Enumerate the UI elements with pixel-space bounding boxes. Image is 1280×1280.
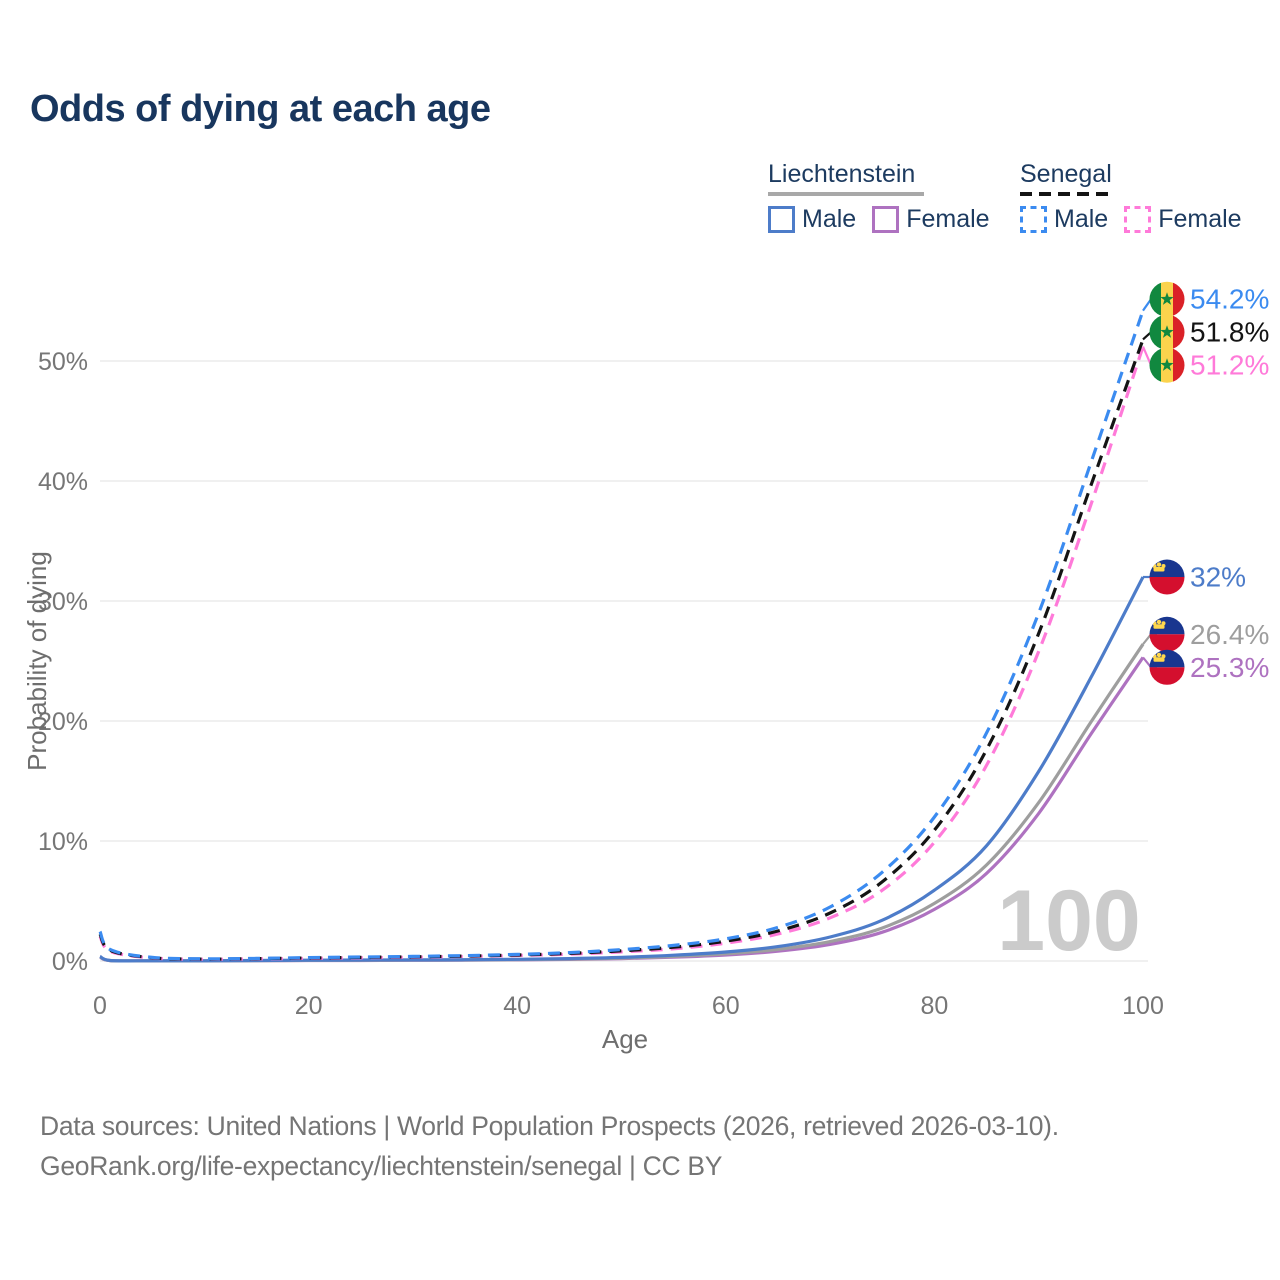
legend-group-senegal: Senegal Male Female — [1020, 160, 1258, 234]
y-tick-label: 10% — [38, 828, 88, 856]
x-tick-label: 100 — [1122, 992, 1164, 1020]
end-value-label-senegal-all: 51.8% — [1190, 317, 1269, 348]
senegal-flag-icon — [1149, 314, 1185, 350]
senegal-line-sample — [1020, 192, 1112, 196]
liechtenstein-flag-icon — [1149, 559, 1185, 595]
legend-swatch-liechtenstein-female[interactable] — [872, 206, 900, 233]
legend-swatch-senegal-male[interactable] — [1020, 206, 1047, 233]
legend: Liechtenstein Male Female Senegal Male F… — [768, 160, 1268, 240]
end-value-label-liechtenstein-all: 26.4% — [1190, 619, 1269, 650]
y-tick-label: 0% — [52, 948, 88, 976]
y-tick-label: 40% — [38, 468, 88, 496]
series-line-liechtenstein-all[interactable] — [99, 643, 1145, 963]
x-tick-label: 0 — [93, 992, 107, 1020]
y-axis-title: Probability of dying — [22, 551, 52, 771]
legend-label-liechtenstein-female[interactable]: Female — [906, 205, 990, 233]
x-tick-label: 60 — [712, 992, 740, 1020]
legend-label-senegal-male[interactable]: Male — [1054, 205, 1109, 233]
series-line-senegal-female[interactable] — [98, 346, 1145, 961]
x-tick-label: 20 — [295, 992, 323, 1020]
legend-swatch-liechtenstein-male[interactable] — [768, 206, 795, 233]
series-line-senegal-male[interactable] — [98, 310, 1145, 961]
series-line-liechtenstein-female[interactable] — [99, 656, 1145, 963]
end-value-label-liechtenstein-male: 32% — [1190, 562, 1246, 593]
attribution-line: GeoRank.org/life-expectancy/liechtenstei… — [40, 1151, 723, 1181]
liechtenstein-flag-icon — [1149, 649, 1185, 685]
x-axis-title: Age — [602, 1024, 648, 1054]
legend-label-liechtenstein-male[interactable]: Male — [802, 205, 857, 233]
x-tick-label: 80 — [920, 992, 948, 1020]
y-tick-label: 20% — [38, 708, 88, 736]
y-tick-label: 30% — [38, 588, 88, 616]
x-tick-label: 40 — [503, 992, 531, 1020]
legend-country-senegal[interactable]: Senegal — [1020, 160, 1112, 188]
page-title: Odds of dying at each age — [30, 88, 491, 130]
end-value-label-senegal-female: 51.2% — [1190, 350, 1269, 381]
legend-label-senegal-female[interactable]: Female — [1158, 205, 1242, 233]
data-source-line: Data sources: United Nations | World Pop… — [40, 1111, 1059, 1141]
footer: Data sources: United Nations | World Pop… — [40, 1106, 1059, 1186]
series-line-liechtenstein-male[interactable] — [99, 576, 1145, 963]
liechtenstein-flag-icon — [1149, 616, 1185, 652]
liechtenstein-line-sample — [768, 192, 924, 196]
legend-country-liechtenstein[interactable]: Liechtenstein — [768, 160, 916, 188]
senegal-flag-icon — [1149, 347, 1185, 383]
senegal-flag-icon — [1149, 281, 1185, 317]
age-watermark: 100 — [997, 873, 1141, 969]
end-value-label-senegal-male: 54.2% — [1190, 284, 1269, 315]
legend-group-liechtenstein: Liechtenstein Male Female — [768, 160, 1006, 234]
y-tick-label: 50% — [38, 348, 88, 376]
legend-swatch-senegal-female[interactable] — [1124, 206, 1152, 233]
end-value-label-liechtenstein-female: 25.3% — [1190, 652, 1269, 683]
